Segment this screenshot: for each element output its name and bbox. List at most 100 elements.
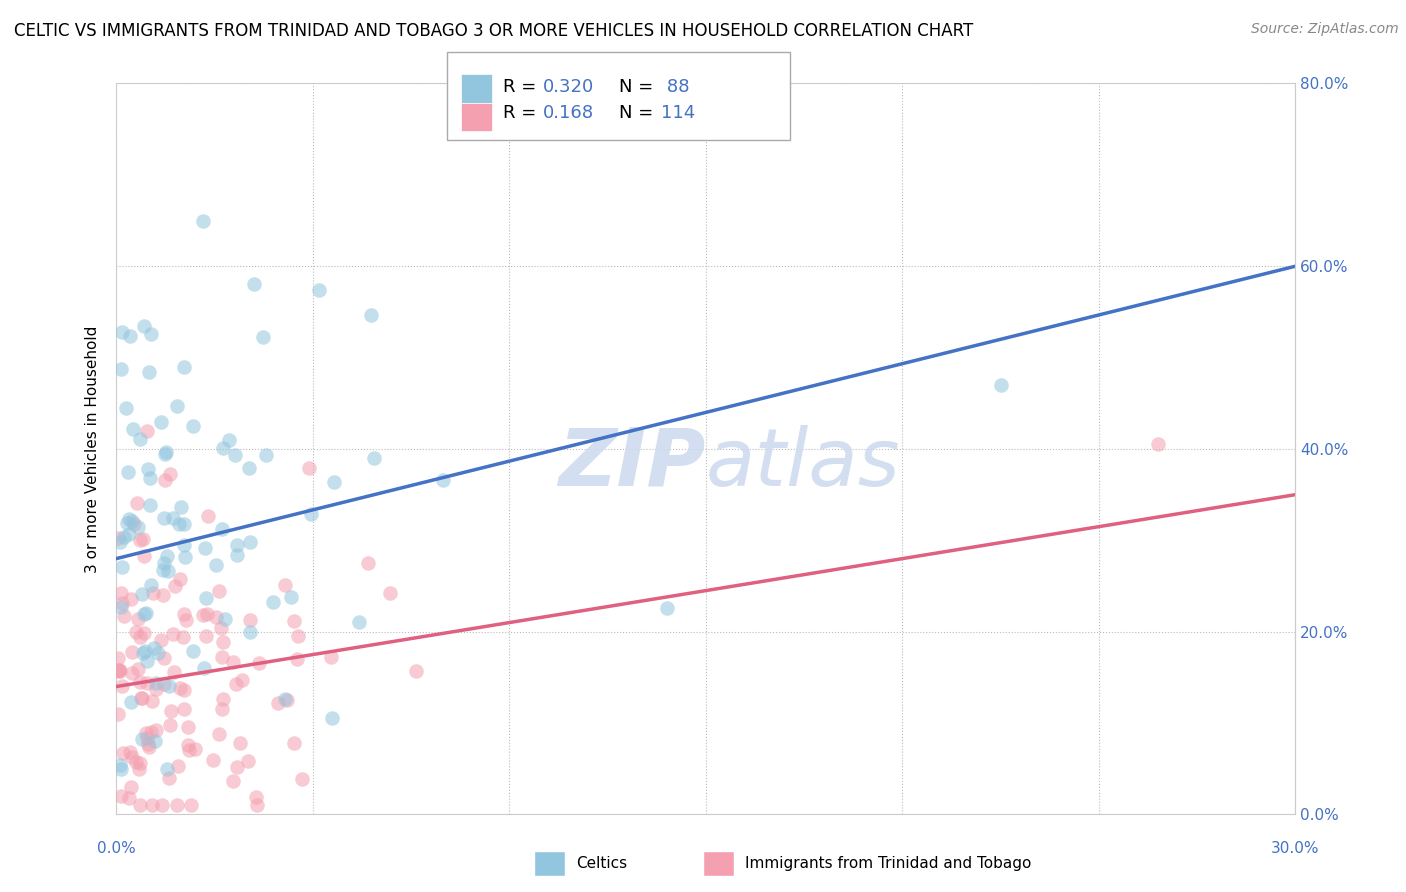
Point xyxy=(231,673,253,687)
Point xyxy=(222,655,245,669)
Point xyxy=(149,632,172,647)
Point xyxy=(131,646,153,660)
Point xyxy=(208,584,231,599)
Point xyxy=(204,610,226,624)
Point xyxy=(238,754,260,768)
Point xyxy=(212,635,235,649)
Point xyxy=(990,378,1012,392)
Text: 0.168: 0.168 xyxy=(543,104,593,122)
Point xyxy=(122,422,145,436)
Point xyxy=(132,549,155,563)
Text: N =: N = xyxy=(619,104,658,122)
Point xyxy=(108,758,131,772)
Point xyxy=(283,735,305,749)
Point xyxy=(177,720,200,734)
Point xyxy=(173,702,195,716)
Point xyxy=(262,595,284,609)
Point xyxy=(120,695,142,709)
Point xyxy=(155,444,177,458)
Point xyxy=(157,679,180,693)
Point xyxy=(197,509,219,524)
Point xyxy=(170,500,193,515)
Point xyxy=(432,473,454,487)
Point xyxy=(173,550,195,565)
Point xyxy=(274,578,297,592)
Point xyxy=(239,624,262,639)
Point xyxy=(145,733,167,747)
Point xyxy=(280,590,302,604)
Point xyxy=(246,798,269,813)
Point xyxy=(111,560,134,574)
Point xyxy=(276,692,298,706)
Point xyxy=(118,328,141,343)
Point xyxy=(145,723,167,738)
Point xyxy=(308,283,330,297)
Point xyxy=(166,798,188,813)
Point xyxy=(136,731,159,746)
Point xyxy=(181,418,204,433)
Point xyxy=(107,664,129,678)
Point xyxy=(124,517,146,532)
Point xyxy=(110,679,132,693)
Point xyxy=(159,467,181,482)
Point xyxy=(218,433,240,447)
Point xyxy=(145,676,167,690)
Point xyxy=(321,649,343,664)
Point xyxy=(245,789,267,804)
Point xyxy=(173,359,195,374)
Point xyxy=(169,572,191,586)
Point xyxy=(162,510,184,524)
Point xyxy=(655,600,678,615)
Point xyxy=(173,516,195,531)
Point xyxy=(118,512,141,526)
Point xyxy=(108,665,131,679)
Text: Celtics: Celtics xyxy=(576,856,627,871)
Point xyxy=(115,401,138,415)
Point xyxy=(205,558,228,573)
Point xyxy=(163,665,186,679)
Point xyxy=(135,725,157,739)
Point xyxy=(148,646,170,660)
Point xyxy=(129,675,152,690)
Point xyxy=(167,516,190,531)
Point xyxy=(110,586,132,600)
Point xyxy=(108,535,131,549)
Point xyxy=(107,707,129,722)
Point xyxy=(211,522,233,536)
Text: R =: R = xyxy=(503,78,543,96)
Point xyxy=(125,755,148,769)
Point xyxy=(141,693,163,707)
Point xyxy=(153,676,176,690)
Point xyxy=(225,548,247,562)
Point xyxy=(180,798,202,813)
Point xyxy=(152,588,174,602)
Point xyxy=(212,691,235,706)
Point xyxy=(121,780,143,794)
Point xyxy=(225,677,247,691)
Point xyxy=(173,607,195,621)
Point xyxy=(117,465,139,479)
Point xyxy=(222,774,245,789)
Point xyxy=(129,432,152,446)
Point xyxy=(243,277,266,292)
Point xyxy=(157,772,180,786)
Point xyxy=(405,664,427,678)
Point xyxy=(156,762,179,776)
Point xyxy=(239,535,262,549)
Point xyxy=(142,586,165,600)
Y-axis label: 3 or more Vehicles in Household: 3 or more Vehicles in Household xyxy=(86,326,100,573)
Text: atlas: atlas xyxy=(706,425,901,502)
Point xyxy=(110,361,132,376)
Point xyxy=(120,591,142,606)
Point xyxy=(152,556,174,570)
Point xyxy=(149,415,172,429)
Text: 30.0%: 30.0% xyxy=(1271,841,1320,856)
Point xyxy=(162,627,184,641)
Text: Immigrants from Trinidad and Tobago: Immigrants from Trinidad and Tobago xyxy=(745,856,1032,871)
Point xyxy=(127,613,149,627)
Point xyxy=(128,798,150,813)
Point xyxy=(131,690,153,705)
Point xyxy=(139,725,162,739)
Point xyxy=(194,629,217,643)
Point xyxy=(298,460,321,475)
